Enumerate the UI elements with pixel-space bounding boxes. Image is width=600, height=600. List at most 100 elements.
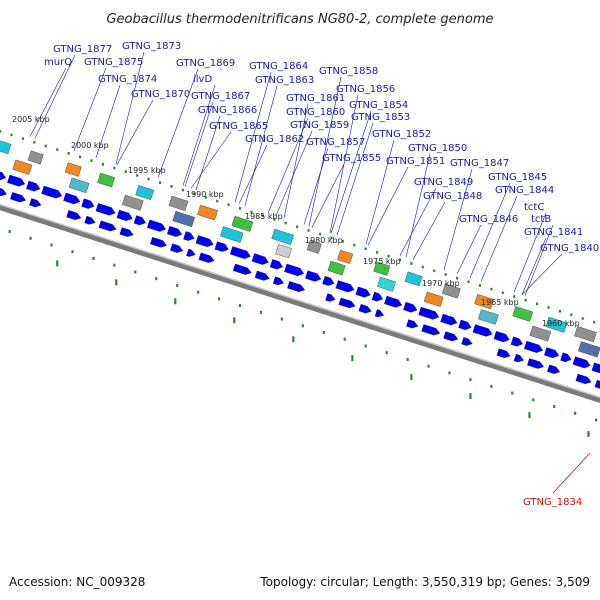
- gene-arrow[interactable]: [150, 237, 167, 249]
- gene-box[interactable]: [12, 159, 33, 175]
- gene-arrow[interactable]: [421, 324, 441, 336]
- gene-box[interactable]: [68, 177, 90, 194]
- gene-label[interactable]: GTNG_1844: [495, 185, 554, 196]
- gene-arrow[interactable]: [374, 309, 385, 318]
- gene-arrow[interactable]: [440, 313, 459, 327]
- gene-box[interactable]: [423, 291, 444, 307]
- gene-arrow[interactable]: [461, 337, 474, 347]
- gene-box[interactable]: [275, 243, 293, 259]
- gene-arrow[interactable]: [272, 276, 285, 287]
- gene-arrow[interactable]: [406, 319, 419, 330]
- gene-arrow[interactable]: [403, 301, 418, 314]
- gene-arrow[interactable]: [591, 362, 600, 375]
- gene-arrow[interactable]: [335, 280, 356, 293]
- gene-arrow[interactable]: [544, 347, 560, 359]
- gene-label[interactable]: GTNG_1865: [209, 121, 268, 132]
- gene-label[interactable]: GTNG_1859: [290, 120, 349, 131]
- gene-label[interactable]: GTNG_1852: [372, 129, 431, 140]
- gene-arrow[interactable]: [524, 340, 544, 354]
- gene-label[interactable]: GTNG_1866: [198, 105, 257, 116]
- gene-arrow[interactable]: [63, 192, 81, 206]
- gene-box[interactable]: [578, 341, 600, 358]
- gene-label[interactable]: GTNG_1874: [98, 74, 157, 85]
- gene-label[interactable]: GTNG_1848: [423, 191, 482, 202]
- gene-arrow[interactable]: [513, 353, 525, 363]
- gene-arrow[interactable]: [147, 219, 167, 233]
- gene-box[interactable]: [306, 240, 322, 254]
- gene-arrow[interactable]: [384, 295, 403, 309]
- gene-arrow[interactable]: [116, 209, 134, 222]
- gene-box[interactable]: [231, 215, 254, 232]
- gene-box[interactable]: [0, 140, 12, 155]
- gene-arrow[interactable]: [443, 331, 459, 343]
- gene-arrow[interactable]: [575, 373, 592, 385]
- gene-arrow[interactable]: [84, 215, 97, 226]
- gene-arrow[interactable]: [284, 263, 305, 277]
- gene-box[interactable]: [197, 204, 218, 221]
- gene-box[interactable]: [135, 185, 155, 201]
- gene-arrow[interactable]: [287, 281, 306, 293]
- gene-box[interactable]: [529, 325, 552, 342]
- gene-label[interactable]: GTNG_1870: [131, 89, 190, 100]
- gene-box[interactable]: [373, 261, 391, 276]
- gene-arrow[interactable]: [232, 263, 252, 276]
- gene-label[interactable]: GTNG_1853: [351, 112, 410, 123]
- gene-arrow[interactable]: [496, 348, 512, 360]
- gene-arrow[interactable]: [527, 358, 544, 370]
- gene-arrow[interactable]: [195, 235, 215, 248]
- gene-arrow[interactable]: [95, 203, 117, 216]
- gene-label[interactable]: GTNG_1854: [349, 100, 408, 111]
- gene-arrow[interactable]: [251, 253, 270, 267]
- gene-arrow[interactable]: [229, 246, 251, 260]
- gene-arrow[interactable]: [214, 241, 230, 254]
- gene-label[interactable]: GTNG_1869: [176, 58, 235, 69]
- gene-arrow[interactable]: [7, 174, 26, 188]
- gene-box[interactable]: [478, 309, 499, 325]
- gene-box[interactable]: [474, 293, 494, 310]
- gene-label[interactable]: GTNG_1849: [414, 177, 473, 188]
- gene-label[interactable]: GTNG_1846: [459, 214, 518, 225]
- gene-box[interactable]: [172, 210, 196, 228]
- gene-label[interactable]: murQ: [44, 57, 72, 68]
- gene-arrow[interactable]: [560, 352, 572, 364]
- gene-box[interactable]: [168, 195, 189, 212]
- gene-box[interactable]: [122, 194, 144, 211]
- gene-arrow[interactable]: [98, 220, 117, 233]
- gene-box[interactable]: [97, 172, 116, 188]
- gene-arrow[interactable]: [325, 293, 337, 303]
- gene-label[interactable]: GTNG_1864: [249, 61, 308, 72]
- gene-arrow[interactable]: [119, 227, 135, 239]
- gene-arrow[interactable]: [29, 198, 42, 208]
- gene-label[interactable]: GTNG_1858: [319, 66, 378, 77]
- gene-label[interactable]: tctC: [524, 202, 544, 213]
- gene-label[interactable]: GTNG_1840: [540, 243, 599, 254]
- gene-arrow[interactable]: [305, 270, 322, 283]
- gene-arrow[interactable]: [10, 192, 27, 203]
- gene-arrow[interactable]: [66, 210, 82, 221]
- gene-arrow[interactable]: [81, 198, 96, 210]
- gene-arrow[interactable]: [0, 188, 8, 197]
- gene-label[interactable]: GTNG_1857: [306, 137, 365, 148]
- gene-label[interactable]: GTNG_1847: [450, 158, 509, 169]
- gene-box[interactable]: [512, 306, 534, 322]
- gene-arrow[interactable]: [418, 306, 440, 321]
- gene-label[interactable]: GTNG_1867: [191, 91, 250, 102]
- gene-box[interactable]: [404, 271, 423, 287]
- gene-arrow[interactable]: [186, 248, 197, 258]
- gene-arrow[interactable]: [170, 243, 184, 254]
- gene-arrow[interactable]: [572, 356, 592, 370]
- gene-box[interactable]: [377, 276, 396, 292]
- gene-arrow[interactable]: [358, 304, 373, 314]
- gene-arrow[interactable]: [472, 324, 494, 337]
- gene-box[interactable]: [27, 150, 44, 165]
- gene-label[interactable]: GTNG_1845: [488, 172, 547, 183]
- gene-label[interactable]: GTNG_1855: [322, 153, 381, 164]
- gene-arrow[interactable]: [510, 336, 524, 348]
- gene-box[interactable]: [574, 326, 597, 343]
- gene-label[interactable]: GTNG_1862: [245, 134, 304, 145]
- gene-arrow[interactable]: [41, 185, 63, 200]
- gene-label[interactable]: GTNG_1841: [524, 227, 583, 238]
- gene-arrow[interactable]: [371, 291, 384, 303]
- gene-box[interactable]: [64, 162, 82, 177]
- gene-arrow[interactable]: [198, 252, 215, 264]
